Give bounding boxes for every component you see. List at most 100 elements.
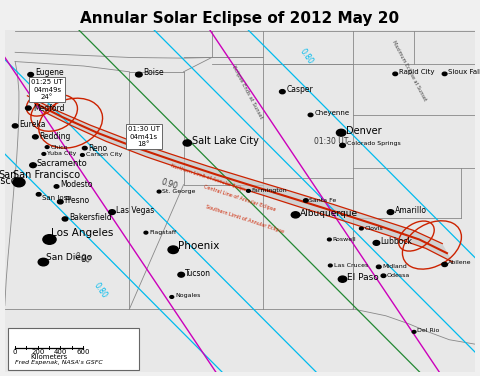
Text: Santa Fe: Santa Fe (309, 198, 336, 203)
Circle shape (170, 296, 174, 298)
Circle shape (328, 264, 332, 267)
Circle shape (157, 190, 161, 193)
Text: 0: 0 (13, 349, 17, 355)
Text: Carson City: Carson City (86, 153, 122, 158)
Text: Maximum Eclipse at Sunset: Maximum Eclipse at Sunset (391, 40, 428, 102)
Text: San Jose: San Jose (42, 195, 72, 201)
Text: Boise: Boise (143, 68, 164, 77)
Text: Casper: Casper (287, 85, 313, 94)
Text: Northern Limit of Annular Eclipse: Northern Limit of Annular Eclipse (170, 163, 249, 193)
Text: 0.90: 0.90 (73, 252, 92, 265)
Circle shape (58, 200, 63, 204)
Text: San Diego: San Diego (46, 253, 92, 262)
Text: Fred Espenak, NASA's GSFC: Fred Espenak, NASA's GSFC (15, 360, 103, 365)
Text: Eugene: Eugene (36, 68, 64, 77)
Circle shape (135, 72, 142, 77)
Circle shape (30, 163, 36, 168)
Circle shape (36, 193, 41, 196)
Text: Modesto: Modesto (60, 180, 93, 189)
Circle shape (183, 140, 192, 146)
Text: Cheyenne: Cheyenne (315, 110, 350, 116)
Text: Midland: Midland (382, 264, 407, 269)
Circle shape (376, 265, 381, 268)
Text: San Francisco: San Francisco (13, 170, 80, 180)
Text: 01:25 UT
04m49s
24°: 01:25 UT 04m49s 24° (31, 79, 63, 100)
Text: Medford: Medford (33, 104, 64, 112)
Circle shape (303, 199, 308, 202)
Text: 01:30 UT
04m41s
18°: 01:30 UT 04m41s 18° (128, 126, 159, 147)
Circle shape (291, 212, 300, 218)
Circle shape (279, 89, 285, 94)
Text: Kilometers: Kilometers (30, 353, 68, 359)
Circle shape (442, 262, 447, 267)
Text: 0.80: 0.80 (92, 280, 109, 300)
Circle shape (412, 331, 416, 333)
Text: Bakersfield: Bakersfield (69, 213, 111, 222)
Circle shape (13, 178, 25, 187)
Text: 400: 400 (54, 349, 67, 355)
Circle shape (25, 106, 31, 110)
Text: Salt Lake City: Salt Lake City (192, 136, 259, 146)
Title: Annular Solar Eclipse of 2012 May 20: Annular Solar Eclipse of 2012 May 20 (81, 11, 399, 26)
Text: 0.90: 0.90 (160, 177, 179, 191)
Circle shape (247, 190, 251, 192)
Text: Francisco: Francisco (0, 176, 16, 186)
Text: San: San (0, 170, 16, 180)
Circle shape (360, 227, 363, 230)
Circle shape (62, 217, 68, 221)
Text: Reno: Reno (88, 144, 108, 153)
Text: Clovis: Clovis (365, 226, 384, 231)
Text: Central Line of Annular Eclipse: Central Line of Annular Eclipse (204, 184, 276, 212)
Circle shape (387, 210, 394, 214)
Text: Del Rio: Del Rio (417, 327, 440, 333)
FancyBboxPatch shape (8, 329, 139, 370)
Circle shape (45, 146, 49, 149)
Circle shape (28, 73, 34, 77)
Circle shape (43, 235, 56, 244)
Circle shape (33, 135, 38, 139)
Circle shape (42, 153, 46, 155)
Text: Denver: Denver (346, 126, 382, 136)
Circle shape (168, 246, 179, 253)
Text: El Paso: El Paso (347, 273, 379, 282)
Text: Nogales: Nogales (175, 293, 201, 298)
Circle shape (54, 185, 59, 188)
Text: Sioux Falls: Sioux Falls (448, 69, 480, 75)
Circle shape (81, 154, 84, 156)
Text: Farmington: Farmington (252, 188, 288, 193)
Circle shape (393, 72, 397, 76)
Text: 600: 600 (76, 349, 90, 355)
Text: Sacramento: Sacramento (37, 159, 87, 168)
Text: Phoenix: Phoenix (178, 241, 219, 251)
Text: Tucson: Tucson (185, 268, 211, 277)
Circle shape (144, 231, 148, 234)
Text: Fresno: Fresno (64, 196, 89, 205)
Text: Eclipse Ends at Sunset: Eclipse Ends at Sunset (231, 65, 264, 120)
Circle shape (178, 272, 184, 277)
Text: 01:30 UT: 01:30 UT (314, 137, 348, 146)
Circle shape (336, 129, 346, 136)
Text: Albuquerque: Albuquerque (300, 209, 359, 218)
Text: Las Vegas: Las Vegas (116, 206, 155, 215)
Text: Odessa: Odessa (387, 273, 410, 278)
Text: Yuba City: Yuba City (47, 152, 76, 156)
Circle shape (109, 210, 115, 214)
Circle shape (308, 113, 313, 117)
Text: Los Angeles: Los Angeles (51, 228, 113, 238)
Text: Amarillo: Amarillo (395, 206, 427, 215)
Text: Eureka: Eureka (19, 120, 46, 129)
Circle shape (83, 146, 87, 150)
Text: Las Cruces: Las Cruces (334, 263, 368, 268)
Text: St. George: St. George (162, 189, 196, 194)
Text: Abilene: Abilene (448, 260, 472, 265)
Circle shape (327, 238, 331, 241)
Circle shape (38, 258, 48, 266)
Text: Southern Limit of Annular Eclipse: Southern Limit of Annular Eclipse (205, 204, 285, 234)
Polygon shape (27, 96, 453, 262)
Text: Lubbock: Lubbock (381, 237, 413, 246)
Circle shape (373, 241, 380, 245)
Circle shape (340, 143, 346, 147)
Text: Chico: Chico (50, 145, 68, 150)
Circle shape (338, 276, 347, 282)
Text: Redding: Redding (39, 132, 71, 141)
